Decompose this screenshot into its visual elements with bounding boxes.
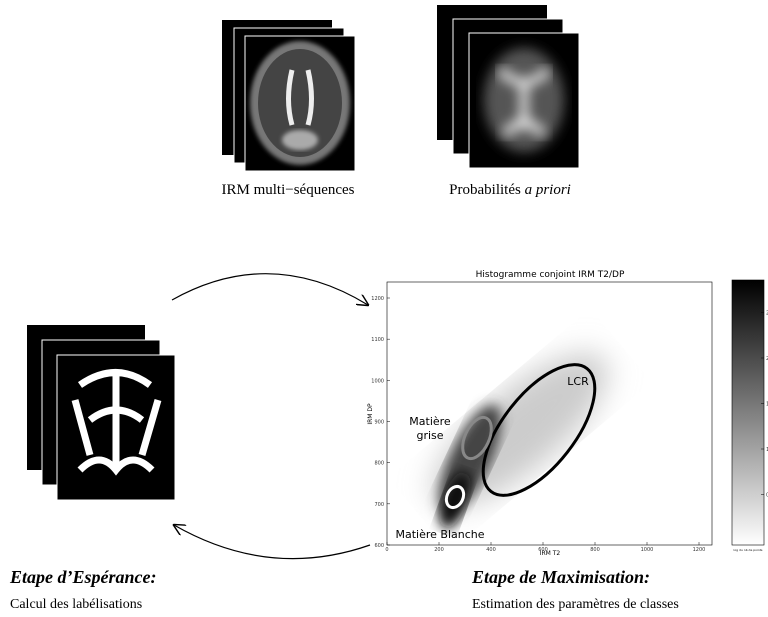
y-tick-label: 800 <box>374 461 384 467</box>
x-tick-label: 800 <box>590 547 600 553</box>
x-tick-label: 600 <box>538 547 548 553</box>
x-tick-label: 400 <box>486 547 496 553</box>
y-tick-label: 700 <box>374 502 384 508</box>
mri-stack <box>222 20 355 171</box>
diagram: IRM multi−séquences Probabilités a prior… <box>0 0 768 617</box>
x-tick-label: 200 <box>434 547 444 553</box>
segmentation-stack <box>27 325 175 500</box>
y-tick-label: 1100 <box>371 337 384 343</box>
x-tick-label: 0 <box>385 547 388 553</box>
x-tick-label: 1000 <box>641 547 654 553</box>
step-title: Etape de Maximisation: <box>471 567 650 587</box>
colorbar-label: log du nb de points <box>734 548 763 552</box>
arrow <box>174 525 370 559</box>
step-title: Etape d’Espérance: <box>9 567 156 587</box>
annotation: Matière Blanche <box>395 528 484 541</box>
arrow <box>172 274 368 305</box>
annotation: LCR <box>567 375 589 388</box>
y-tick-label: 900 <box>374 420 384 426</box>
prior-caption: Probabilités a priori <box>449 182 571 198</box>
prior-stack <box>437 5 579 168</box>
y-tick-label: 1200 <box>371 296 384 302</box>
x-tick-label: 1200 <box>693 547 706 553</box>
histogram-title: Histogramme conjoint IRM T2/DP <box>476 270 625 280</box>
colorbar <box>732 280 764 545</box>
mri-caption: IRM multi−séquences <box>221 182 354 198</box>
histogram: Histogramme conjoint IRM T2/DP IRM T2 IR… <box>367 270 768 557</box>
y-tick-label: 600 <box>374 543 384 549</box>
step-text: Estimation des paramètres de classes <box>472 597 679 612</box>
y-axis-label: IRM DP <box>367 403 374 425</box>
y-tick-label: 1000 <box>371 378 384 384</box>
step-text: Calcul des labélisations <box>10 597 142 612</box>
